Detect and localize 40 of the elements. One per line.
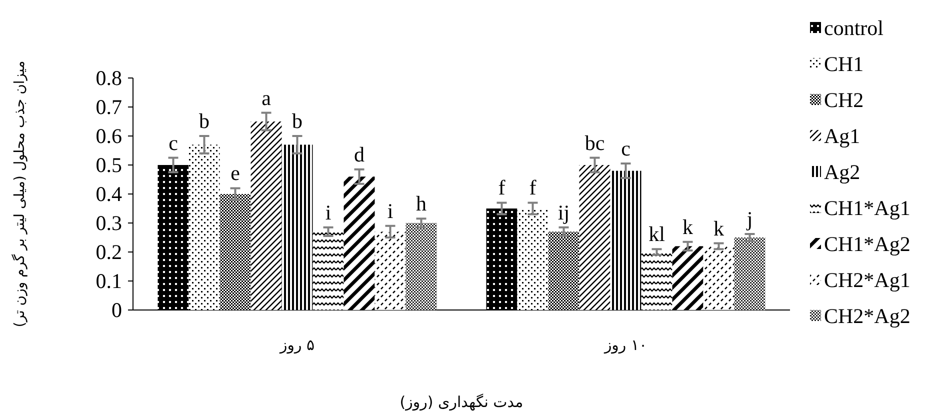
- data-label: ij: [558, 200, 570, 224]
- y-tick-label: 0.6: [96, 124, 122, 148]
- data-label: f: [529, 176, 536, 200]
- data-label: bc: [584, 130, 605, 155]
- data-label: i: [387, 198, 394, 223]
- data-label: b: [199, 109, 210, 133]
- y-tick-label: 0.4: [96, 182, 122, 206]
- legend-label: CH2*Ag2: [824, 304, 910, 328]
- data-label: e: [230, 161, 240, 186]
- data-label: c: [621, 136, 630, 161]
- data-label: a: [262, 86, 272, 110]
- y-tick-label: 0.3: [96, 211, 122, 235]
- data-label: d: [354, 142, 365, 166]
- x-axis-title: مدت نگهداری (روز): [400, 393, 524, 411]
- data-label: j: [746, 207, 753, 232]
- y-tick-label: 0: [112, 298, 122, 322]
- data-label: b: [292, 109, 302, 133]
- y-tick-label: 0.8: [96, 66, 122, 90]
- data-label: c: [168, 130, 178, 155]
- legend-label: control: [824, 16, 884, 40]
- y-tick-label: 0.2: [96, 240, 122, 264]
- data-label: k: [714, 216, 724, 240]
- legend-label: CH2: [824, 88, 864, 112]
- y-tick-label: 0.5: [96, 153, 122, 177]
- x-tick-label: ۵ روز: [278, 336, 315, 354]
- data-label: i: [325, 200, 332, 224]
- data-label: f: [498, 176, 506, 200]
- legend-label: CH1*Ag1: [824, 196, 910, 220]
- y-tick-label: 0.1: [96, 269, 122, 293]
- y-axis-title: میزان جذب محلول (میلی لیتر بر گرم وزن تر): [11, 60, 28, 328]
- data-label: k: [682, 214, 694, 239]
- legend-label: Ag1: [824, 124, 860, 148]
- legend-label: CH2*Ag1: [824, 268, 910, 292]
- legend-label: CH1: [824, 52, 864, 76]
- data-label: kl: [648, 222, 666, 246]
- x-tick-label: ۱۰ روز: [603, 336, 648, 354]
- data-label: h: [416, 192, 427, 216]
- legend-label: CH1*Ag2: [824, 232, 910, 256]
- legend-label: Ag2: [824, 160, 860, 184]
- y-tick-label: 0.7: [96, 95, 122, 119]
